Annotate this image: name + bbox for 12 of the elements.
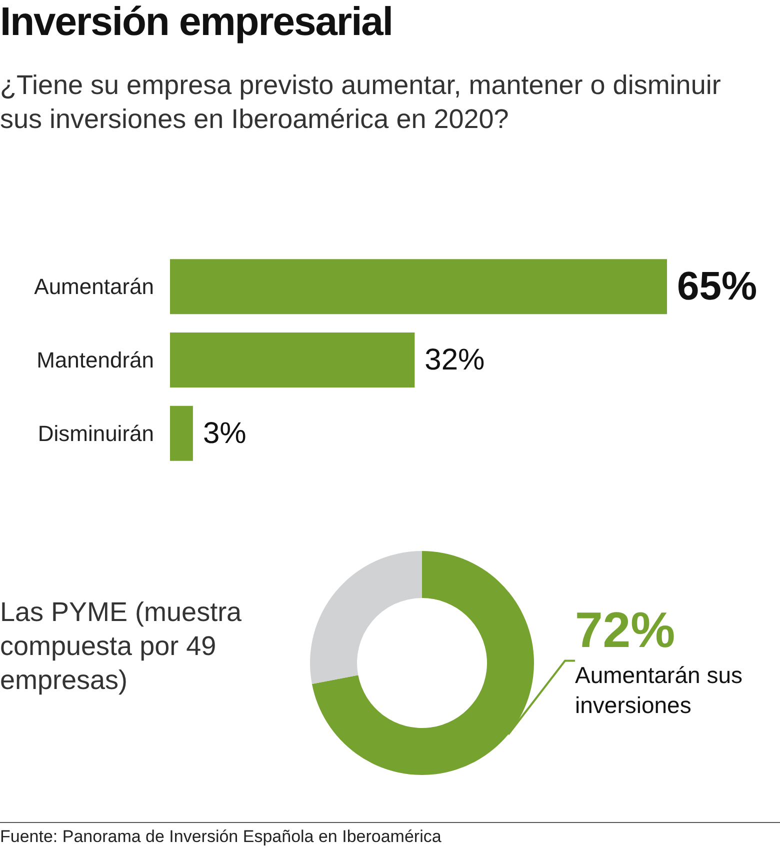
slice-label: Aumentarán sus inversiones <box>575 662 742 718</box>
data-label: 72% <box>575 602 676 658</box>
data-label: 32% <box>424 344 485 376</box>
y-tick-label: Aumentarán <box>34 274 154 300</box>
data-label: 65% <box>677 264 758 309</box>
text: Las PYME (muestra compuesta por 49 empresas) <box>0 596 243 697</box>
y-tick-label: Mantendrán <box>36 348 154 372</box>
data-label: 3% <box>202 416 246 450</box>
chart-subtitle: ¿Tiene su empresa previsto aumentar, mantener o disminuir sus inversiones en Iberoamérica en 2020? <box>0 69 722 136</box>
chart-title: Inversión empresarial <box>0 0 393 45</box>
source-note: Fuente: Panorama de Inversión Española en Iberoamérica <box>0 822 780 847</box>
y-tick-label: Disminuirán <box>38 420 154 446</box>
